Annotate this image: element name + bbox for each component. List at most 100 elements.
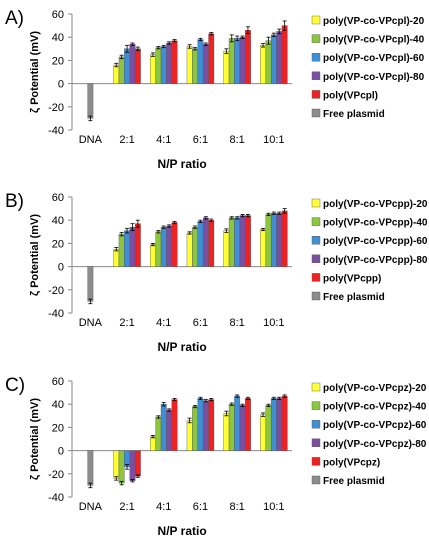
- legend-label: poly(VPcpp): [323, 273, 381, 284]
- bar: [134, 223, 141, 267]
- legend-swatch: [311, 34, 321, 43]
- x-tick-label: 2:1: [119, 134, 134, 146]
- bar: [134, 48, 141, 84]
- y-tick-label: -20: [48, 102, 64, 114]
- bar: [150, 244, 156, 267]
- bar: [208, 33, 215, 84]
- legend-swatch: [311, 438, 321, 447]
- bar: [192, 226, 198, 267]
- legend-swatch: [311, 401, 321, 410]
- legend-label: poly(VP-co-VPcpp)-40: [323, 218, 428, 229]
- legend: poly(VP-co-VPcpz)-20 poly(VP-co-VPcpz)-40…: [311, 382, 427, 487]
- bar: [118, 56, 125, 84]
- x-tick-label: 4:1: [156, 501, 171, 513]
- bar: [234, 217, 241, 267]
- y-axis-title: ζ Potential (mV): [29, 214, 41, 296]
- chart-panel-2: B) 60 40 20 0 -20 -40 ζ Potential (mV) DNA 2:1 4:1…: [5, 191, 428, 354]
- bar: [171, 222, 178, 267]
- x-axis-title: N/P ratio: [158, 157, 207, 171]
- bar: [186, 420, 193, 451]
- bar: [270, 34, 277, 84]
- bar: [118, 450, 125, 484]
- legend-label: poly(VP-co-VPcpl)-40: [323, 35, 425, 46]
- bar: [166, 409, 173, 451]
- bar: [281, 25, 288, 84]
- y-tick-label: 60: [52, 9, 64, 21]
- legend-label: Free plasmid: [323, 292, 385, 303]
- legend-label: poly(VP-co-VPcpp)-20: [323, 199, 428, 210]
- bar: [113, 450, 120, 479]
- y-axis-title: ζ Potential (mV): [29, 31, 41, 113]
- bar: [118, 233, 125, 267]
- legend-swatch: [311, 108, 321, 118]
- bar: [113, 248, 120, 267]
- bar: [192, 406, 198, 451]
- bar: [134, 450, 141, 477]
- bar: [208, 399, 215, 451]
- legend-swatch: [311, 475, 321, 485]
- y-tick-label: 20: [52, 238, 64, 250]
- legend-swatch: [311, 254, 321, 264]
- y-tick-label: 0: [58, 262, 64, 274]
- y-tick-label: -40: [48, 492, 64, 504]
- bar: [245, 398, 251, 451]
- bar: [155, 47, 162, 84]
- bar: [223, 50, 230, 84]
- bar: [113, 64, 120, 84]
- bar: [186, 232, 193, 267]
- legend-label: poly(VP-co-VPcpl)-80: [323, 72, 425, 83]
- legend-swatch: [311, 217, 321, 226]
- x-tick-label: 10:1: [263, 134, 284, 146]
- bar: [166, 225, 173, 267]
- y-tick-label: -20: [48, 285, 64, 297]
- x-tick-label: DNA: [79, 134, 103, 146]
- bar: [270, 213, 277, 267]
- y-axis-title: ζ Potential (mV): [29, 398, 41, 480]
- legend-swatch: [311, 90, 321, 99]
- legend-swatch: [311, 457, 321, 466]
- bar: [192, 48, 198, 84]
- x-tick-label: 10:1: [263, 501, 284, 513]
- chart-panel-1: A) 60 40 20 0 -20 -40 ζ Potential (mV) DNA 2:1 4:1…: [5, 8, 425, 171]
- x-axis-title: N/P ratio: [158, 524, 207, 538]
- x-axis-title: N/P ratio: [158, 340, 207, 354]
- legend-label: poly(VP-co-VPcpz)-80: [323, 439, 427, 450]
- bar: [202, 400, 209, 451]
- bar: [160, 404, 167, 451]
- bar: [245, 215, 251, 267]
- x-tick-label: 8:1: [230, 501, 245, 513]
- x-tick-label: 8:1: [230, 317, 245, 329]
- legend-swatch: [311, 235, 321, 245]
- legend-label: poly(VP-co-VPcpl)-60: [323, 53, 425, 64]
- panel-label: B): [5, 191, 24, 212]
- y-tick-label: 0: [58, 446, 64, 458]
- y-tick-label: 40: [52, 215, 64, 227]
- bar: [228, 38, 235, 84]
- bar: [234, 395, 241, 451]
- bar: [87, 450, 94, 486]
- y-tick-label: -40: [48, 125, 64, 137]
- bar: [223, 230, 230, 267]
- legend-label: poly(VP-co-VPcpz)-20: [323, 383, 427, 394]
- bar: [228, 404, 235, 451]
- bar: [239, 405, 246, 451]
- bar: [87, 266, 94, 302]
- legend-label: poly(VP-co-VPcpp)-80: [323, 255, 428, 266]
- bar: [202, 43, 209, 84]
- x-tick-label: 6:1: [193, 317, 208, 329]
- legend-label: poly(VP-co-VPcpp)-60: [323, 236, 428, 247]
- bar: [171, 40, 178, 84]
- bar: [155, 231, 162, 267]
- y-tick-label: 0: [58, 79, 64, 91]
- bar: [245, 30, 251, 84]
- y-tick-label: 40: [52, 32, 64, 44]
- bar: [171, 399, 178, 451]
- bar: [265, 40, 272, 84]
- bar: [265, 405, 272, 451]
- x-tick-label: 4:1: [156, 317, 171, 329]
- bar: [260, 414, 266, 451]
- bar: [87, 83, 94, 119]
- chart-panel-3: C) 60 40 20 0 -20 -40 ζ Potential (mV) DNA 2:1 4:1…: [5, 375, 427, 538]
- bar: [260, 45, 266, 84]
- y-tick-label: 20: [52, 55, 64, 67]
